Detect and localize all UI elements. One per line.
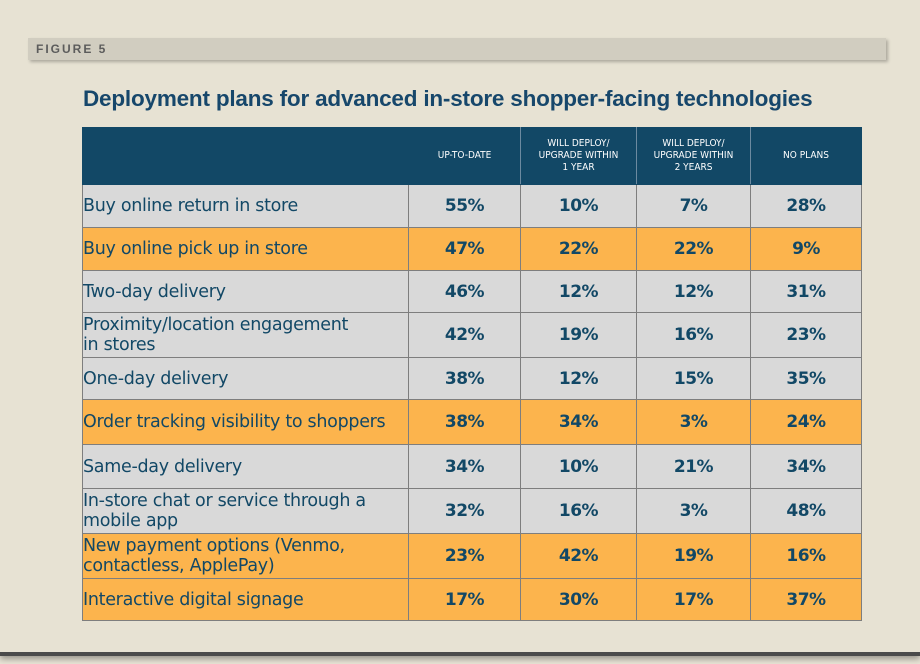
row-label: Two-day delivery [82,270,409,313]
value-cell: 34% [750,444,862,489]
value-cell: 12% [520,357,637,400]
figure-label: FIGURE 5 [36,42,108,56]
column-header-no-plans: NO PLANS [750,127,862,185]
value-cell: 7% [636,184,751,228]
value-cell: 17% [408,578,521,621]
value-cell: 28% [750,184,862,228]
figure-label-bar: FIGURE 5 [28,38,886,60]
value-cell: 30% [520,578,637,621]
value-cell: 21% [636,444,751,489]
table-row: Order tracking visibility to shoppers 38%… [82,399,862,445]
table-row: New payment options (Venmo, contactless,… [82,533,862,579]
value-cell: 22% [636,227,751,271]
column-header-within-1-year: WILL DEPLOY/UPGRADE WITHIN 1 YEAR [520,127,637,185]
value-cell: 17% [636,578,751,621]
table-row: Proximity/location engagement in stores 4… [82,312,862,358]
row-label: Interactive digital signage [82,578,409,621]
value-cell: 15% [636,357,751,400]
table-row: Two-day delivery 46% 12% 12% 31% [82,270,862,313]
table-row: Interactive digital signage 17% 30% 17% 37% [82,578,862,621]
header-blank-cell [82,127,409,185]
row-label: One-day delivery [82,357,409,400]
value-cell: 42% [408,312,521,358]
value-cell: 34% [408,444,521,489]
value-cell: 22% [520,227,637,271]
row-label: New payment options (Venmo, contactless,… [82,533,409,579]
chart-title: Deployment plans for advanced in-store s… [83,86,813,111]
value-cell: 10% [520,184,637,228]
value-cell: 12% [520,270,637,313]
table-row: One-day delivery 38% 12% 15% 35% [82,357,862,400]
value-cell: 38% [408,357,521,400]
table-row: Buy online return in store 55% 10% 7% 28% [82,184,862,228]
row-label: Same-day delivery [82,444,409,489]
row-label: In-store chat or service through a mobil… [82,488,409,534]
value-cell: 9% [750,227,862,271]
value-cell: 31% [750,270,862,313]
value-cell: 32% [408,488,521,534]
table-header-row: UP-TO-DATE WILL DEPLOY/UPGRADE WITHIN 1 Y… [82,127,862,185]
value-cell: 3% [636,399,751,445]
value-cell: 47% [408,227,521,271]
value-cell: 48% [750,488,862,534]
value-cell: 16% [636,312,751,358]
value-cell: 24% [750,399,862,445]
value-cell: 16% [520,488,637,534]
value-cell: 35% [750,357,862,400]
value-cell: 37% [750,578,862,621]
value-cell: 23% [750,312,862,358]
column-header-up-to-date: UP-TO-DATE [408,127,521,185]
value-cell: 19% [636,533,751,579]
row-label: Order tracking visibility to shoppers [82,399,409,445]
table-row: Buy online pick up in store 47% 22% 22% 9% [82,227,862,271]
value-cell: 12% [636,270,751,313]
row-label: Buy online return in store [82,184,409,228]
value-cell: 42% [520,533,637,579]
value-cell: 10% [520,444,637,489]
value-cell: 16% [750,533,862,579]
value-cell: 19% [520,312,637,358]
value-cell: 55% [408,184,521,228]
column-header-within-2-years: WILL DEPLOY/UPGRADE WITHIN 2 YEARS [636,127,751,185]
table-row: In-store chat or service through a mobil… [82,488,862,534]
row-label: Proximity/location engagement in stores [82,312,409,358]
row-label: Buy online pick up in store [82,227,409,271]
value-cell: 46% [408,270,521,313]
deployment-table: UP-TO-DATE WILL DEPLOY/UPGRADE WITHIN 1 Y… [82,127,862,621]
value-cell: 3% [636,488,751,534]
value-cell: 23% [408,533,521,579]
value-cell: 38% [408,399,521,445]
value-cell: 34% [520,399,637,445]
table-row: Same-day delivery 34% 10% 21% 34% [82,444,862,489]
